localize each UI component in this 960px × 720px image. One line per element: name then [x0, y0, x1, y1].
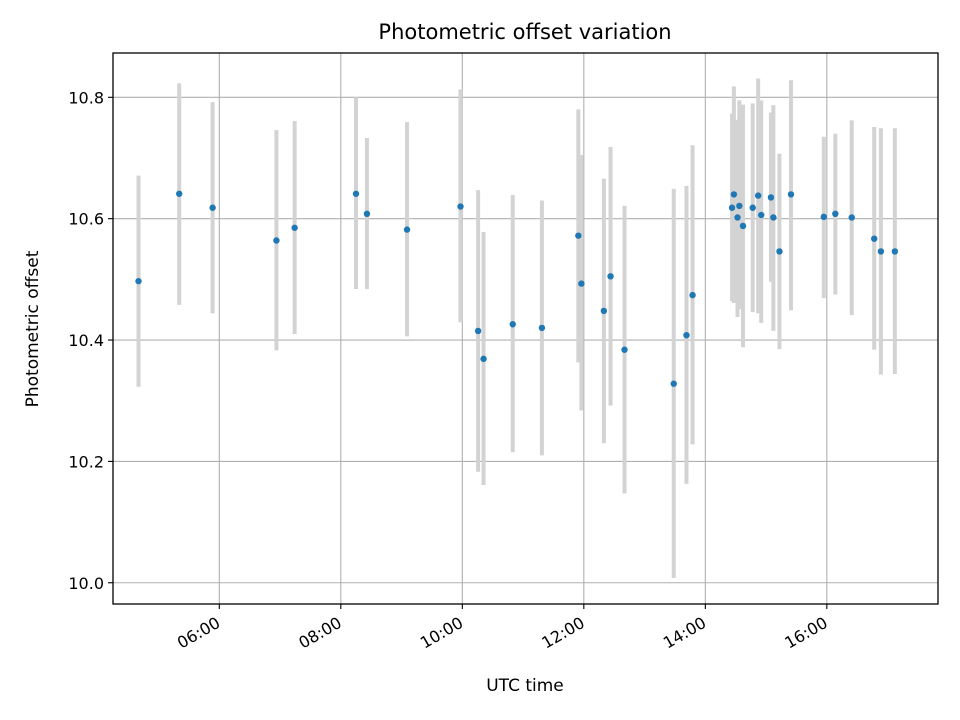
data-point [403, 226, 411, 233]
chart-title: Photometric offset variation [378, 20, 671, 44]
x-axis-label: UTC time [486, 676, 564, 696]
data-point [689, 291, 696, 299]
data-point [352, 190, 360, 197]
data-point [683, 331, 690, 339]
data-point [758, 211, 765, 219]
data-point [575, 232, 582, 239]
data-point [273, 237, 280, 244]
data-point [578, 280, 585, 287]
y-axis: 10.0 10.2 10.4 10.6 10.8 [68, 88, 113, 593]
y-tick-label: 10.8 [68, 88, 104, 107]
y-tick-label: 10.4 [68, 331, 104, 350]
data-point [176, 190, 183, 197]
data-point [787, 191, 795, 198]
data-point [621, 346, 628, 353]
data-point [871, 235, 878, 242]
data-point [457, 203, 464, 210]
data-point [607, 273, 614, 280]
data-point [509, 321, 516, 328]
y-tick-label: 10.2 [68, 452, 104, 471]
data-point [891, 248, 899, 255]
y-tick-label: 10.6 [68, 210, 104, 229]
data-point [877, 248, 885, 255]
data-point [135, 277, 142, 285]
data-point [670, 380, 677, 387]
data-point [209, 204, 216, 211]
plot-area-frame [112, 52, 939, 605]
data-point [820, 213, 827, 221]
data-point [739, 222, 747, 230]
y-axis-label: Photometric offset [23, 250, 43, 407]
data-point [749, 204, 756, 211]
data-point [480, 355, 487, 363]
data-point [538, 324, 546, 332]
data-point [776, 248, 783, 255]
data-points [135, 190, 899, 387]
data-point [848, 214, 855, 221]
data-point [832, 210, 839, 218]
data-point [754, 192, 762, 199]
y-tick-label: 10.0 [68, 574, 104, 593]
data-point [728, 204, 736, 211]
data-point [291, 224, 298, 231]
data-point [734, 214, 741, 221]
data-point [770, 214, 777, 221]
data-point [474, 327, 482, 335]
data-point [767, 194, 775, 201]
data-point [736, 202, 743, 210]
data-point [600, 307, 608, 315]
data-point [363, 210, 371, 218]
data-point [730, 191, 738, 198]
